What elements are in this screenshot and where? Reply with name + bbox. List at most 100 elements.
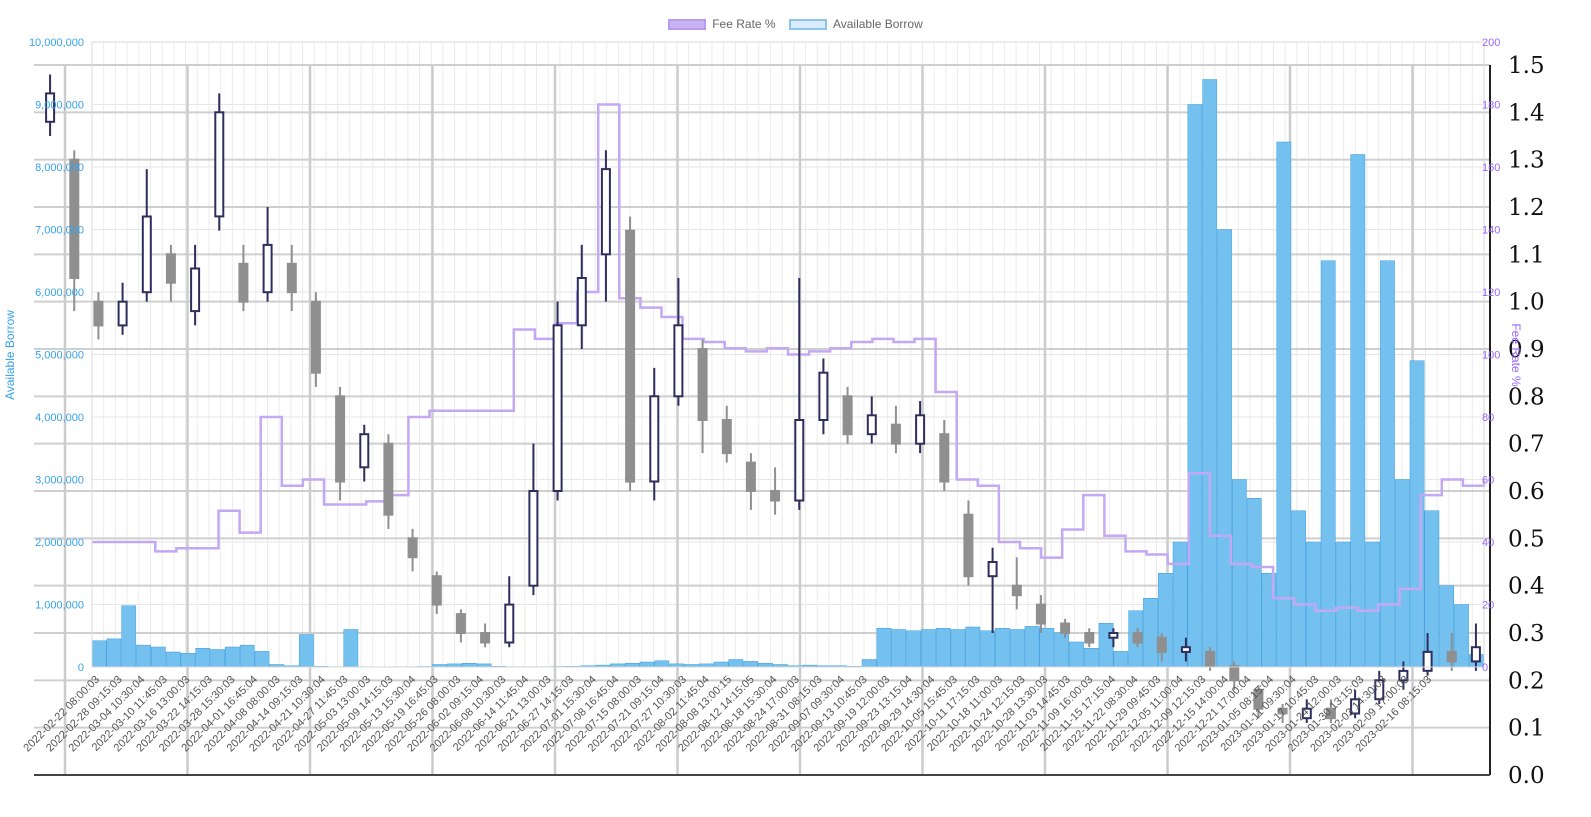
borrow-bar (758, 663, 773, 668)
borrow-bar (1246, 498, 1262, 668)
borrow-bar (639, 661, 655, 668)
left-tick-label: 5,000,000 (35, 350, 84, 362)
right-tick-label: 60 (1482, 475, 1494, 487)
candle-body (528, 490, 539, 587)
borrow-bar (180, 653, 196, 668)
price-tick-label: 1.0 (1508, 290, 1545, 316)
candle-body (673, 324, 684, 398)
borrow-bar (743, 661, 759, 668)
borrow-bar (950, 629, 966, 668)
candle-body (552, 324, 563, 492)
legend-available-borrow-label: Available Borrow (832, 17, 923, 31)
borrow-bar (1098, 623, 1114, 668)
price-tick-label: 0.5 (1508, 526, 1545, 552)
price-tick-label: 1.3 (1508, 148, 1545, 174)
candle-body (939, 433, 950, 483)
borrow-bar (1024, 626, 1040, 668)
left-tick-label: 6,000,000 (35, 287, 84, 299)
borrow-bar (1054, 632, 1070, 668)
borrow-bar (1335, 541, 1351, 668)
borrow-bar (1232, 479, 1247, 668)
candle-body (842, 395, 853, 436)
candle-body (576, 277, 587, 327)
left-tick-label: 9,000,000 (35, 100, 84, 112)
candle-body (1060, 622, 1071, 634)
candle-body (262, 243, 273, 294)
candle-body (1253, 688, 1264, 710)
plot-border (91, 41, 1485, 668)
borrow-bar (461, 663, 477, 668)
borrow-bar (1291, 510, 1306, 668)
borrow-bar (1276, 141, 1292, 668)
candle-body (238, 262, 249, 303)
candle-body (1374, 679, 1385, 701)
left-axis-title: Available Borrow (3, 310, 17, 400)
borrow-bar (1380, 260, 1395, 668)
right-tick-label: 100 (1482, 350, 1500, 362)
candle-body (1422, 650, 1433, 672)
right-tick-label: 180 (1482, 100, 1500, 112)
price-tick-label: 0.6 (1508, 479, 1545, 505)
price-tick-label: 1.1 (1508, 242, 1545, 268)
candle-body (93, 300, 104, 327)
borrow-bar (225, 646, 240, 668)
candle-body (141, 215, 152, 294)
price-axis-ticks: 1.5 1.4 1.3 1.2 1.1 1.0 0.9 0.8 0.7 0.6 0.5 0.4 0.3 0… (1508, 53, 1545, 789)
left-tick-label: 7,000,000 (35, 225, 84, 237)
candle-body (359, 433, 370, 469)
available-borrow-bars (91, 79, 1484, 668)
candle-body (1229, 665, 1240, 682)
candle-body (480, 632, 491, 644)
price-tick-label: 0.2 (1508, 668, 1545, 694)
left-tick-label: 4,000,000 (35, 412, 84, 424)
borrow-bar (624, 663, 640, 668)
legend-fee-rate[interactable]: Fee Rate % (668, 17, 776, 31)
borrow-bar (980, 630, 995, 668)
left-tick-label: 0 (78, 662, 84, 674)
candle-body (1132, 632, 1143, 644)
grid (34, 41, 1490, 776)
price-tick-label: 0.9 (1508, 337, 1545, 363)
fee-rate-line (92, 103, 1486, 613)
candle-body (1446, 650, 1457, 663)
borrow-bar (1009, 629, 1025, 668)
candle-body (1398, 669, 1409, 682)
price-tick-label: 0.3 (1508, 621, 1545, 647)
candle-body (818, 371, 829, 422)
candle-body (1350, 698, 1361, 715)
borrow-bar (106, 638, 122, 668)
left-tick-label: 10,000,000 (29, 37, 84, 49)
right-axis-title: Fee Rate % (1509, 323, 1523, 387)
left-tick-label: 3,000,000 (35, 475, 84, 487)
borrow-bar (1394, 479, 1410, 668)
borrow-bar (1039, 628, 1055, 668)
borrow-bar (1202, 79, 1218, 668)
borrow-bar (343, 629, 359, 668)
legend-available-borrow[interactable]: Available Borrow (788, 17, 923, 31)
candle-body (214, 111, 225, 218)
candle-body (45, 92, 56, 123)
borrow-bar (239, 644, 255, 668)
borrow-bar (210, 649, 225, 668)
borrow-bar (935, 628, 951, 668)
candle-body (987, 561, 998, 578)
candle-body (1035, 603, 1046, 625)
candle-body (1011, 584, 1022, 597)
borrow-bar (891, 629, 907, 668)
borrow-bar (1157, 573, 1173, 668)
borrow-bar (1320, 260, 1336, 668)
candle-body (69, 158, 80, 279)
borrow-bar (921, 629, 936, 668)
borrow-bar (1217, 229, 1232, 668)
plot-frame (34, 41, 1491, 776)
borrow-bar (1350, 154, 1366, 668)
right-tick-label: 80 (1482, 412, 1494, 424)
price-tick-label: 1.4 (1508, 100, 1545, 126)
fee-rate-series (92, 103, 1486, 613)
candle-body (649, 395, 660, 483)
price-tick-label: 0.8 (1508, 384, 1545, 410)
borrow-bar (1069, 641, 1084, 668)
price-candles (45, 74, 1481, 723)
